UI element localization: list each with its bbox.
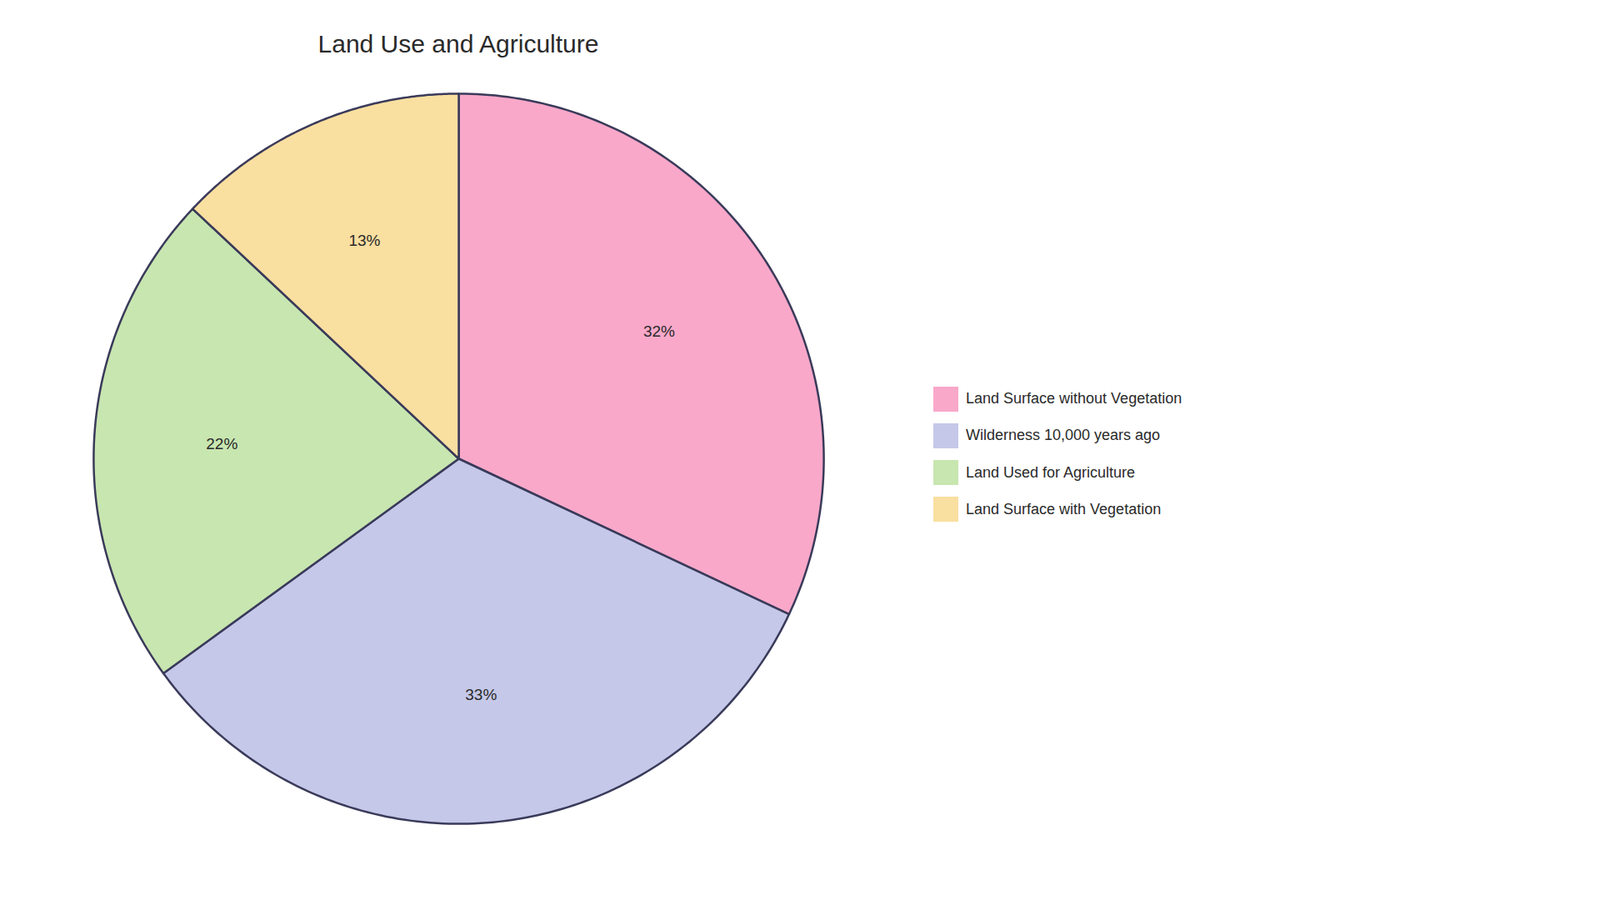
- svg-text:13%: 13%: [348, 231, 380, 250]
- html-text:Land Used for Agriculture: Land Used for Agriculture: [965, 463, 1136, 481]
- html-text:Land Surface without Vegetatio: Land Surface without Vegetation: [965, 390, 1182, 407]
- html-text:Wilderness 10,000 years ago: Wilderness 10,000 years ago: [965, 426, 1161, 444]
- html-text:Land Use and Agriculture: Land Use and Agriculture: [317, 30, 599, 58]
- svg-text:22%: 22%: [205, 435, 238, 453]
- html-text:Land Surface with Vegetation: Land Surface with Vegetation: [965, 500, 1161, 518]
- svg-text:32%: 32%: [643, 322, 675, 340]
- svg-text:33%: 33%: [465, 685, 497, 704]
